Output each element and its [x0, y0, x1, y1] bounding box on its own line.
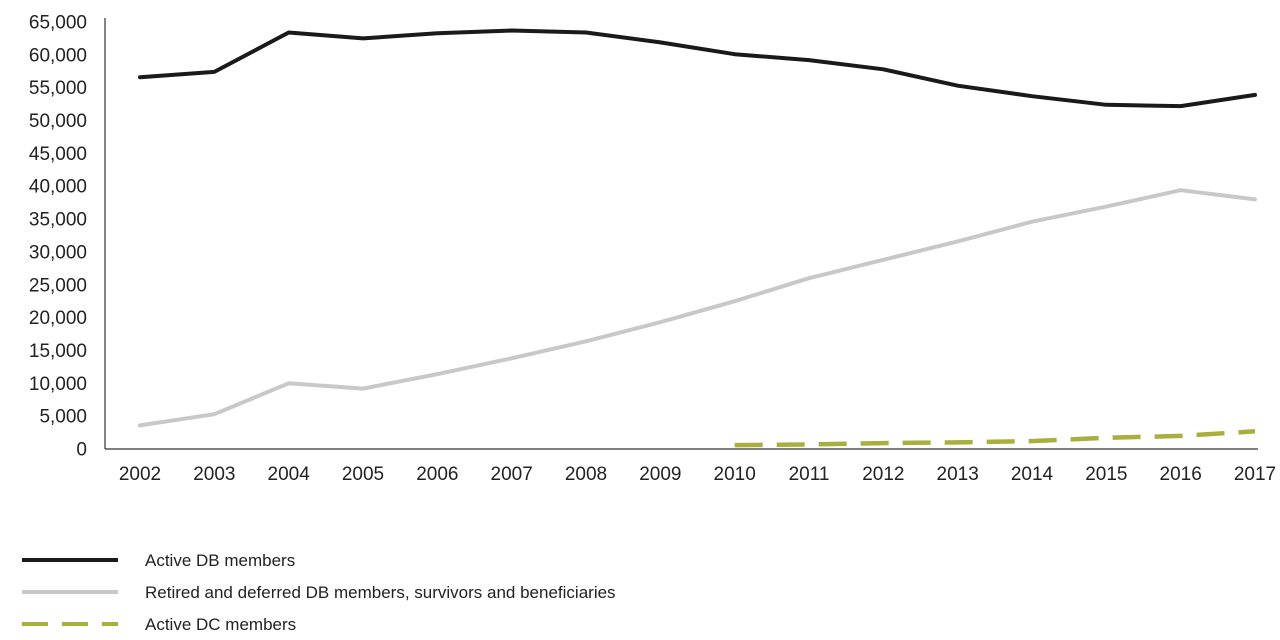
x-tick-label: 2003 — [193, 464, 235, 485]
y-tick-label: 30,000 — [29, 242, 87, 263]
y-tick-label: 10,000 — [29, 374, 87, 395]
y-tick-label: 55,000 — [29, 78, 87, 99]
series-line-retired-and-deferred-db-members-survivors-and-beneficiaries — [138, 188, 1257, 428]
x-tick-label: 2002 — [119, 464, 161, 485]
y-tick-label: 60,000 — [29, 45, 87, 66]
y-tick-label: 35,000 — [29, 210, 87, 231]
x-tick-label: 2012 — [862, 464, 904, 485]
legend-label: Retired and deferred DB members, survivo… — [145, 583, 616, 602]
x-tick-label: 2013 — [937, 464, 979, 485]
y-tick-label: 45,000 — [29, 144, 87, 165]
y-axis: 0 5,000 10,000 15,000 20,000 25,000 30,000 35,0… — [29, 13, 106, 461]
x-tick-label: 2017 — [1234, 464, 1276, 485]
x-tick-label: 2008 — [565, 464, 607, 485]
series-lines — [138, 28, 1257, 448]
x-tick-label: 2006 — [416, 464, 458, 485]
x-tick-label: 2010 — [714, 464, 756, 485]
legend: Active DB members Retired and deferred DB… — [22, 551, 616, 634]
y-tick-label: 50,000 — [29, 111, 87, 132]
y-tick-label: 0 — [76, 440, 87, 461]
y-tick-label: 20,000 — [29, 308, 87, 329]
legend-label: Active DB members — [145, 551, 295, 570]
x-tick-label: 2016 — [1160, 464, 1202, 485]
series-line-active-db-members — [138, 28, 1257, 109]
y-tick-label: 15,000 — [29, 341, 87, 362]
x-tick-label: 2014 — [1011, 464, 1054, 485]
y-tick-label: 40,000 — [29, 177, 87, 198]
x-tick-label: 2007 — [491, 464, 533, 485]
x-axis: 2002 2003 2004 2005 2006 2007 2008 2009 2010 2011… — [105, 448, 1276, 485]
y-tick-label: 65,000 — [29, 13, 87, 34]
x-tick-label: 2011 — [789, 464, 830, 485]
x-tick-label: 2009 — [639, 464, 681, 485]
x-tick-label: 2004 — [268, 464, 311, 485]
legend-label: Active DC members — [145, 615, 296, 634]
series-line-active-dc-members — [734, 429, 1256, 448]
y-tick-label: 5,000 — [39, 407, 87, 428]
y-tick-label: 25,000 — [29, 275, 87, 296]
x-tick-label: 2005 — [342, 464, 384, 485]
x-tick-label: 2015 — [1085, 464, 1127, 485]
